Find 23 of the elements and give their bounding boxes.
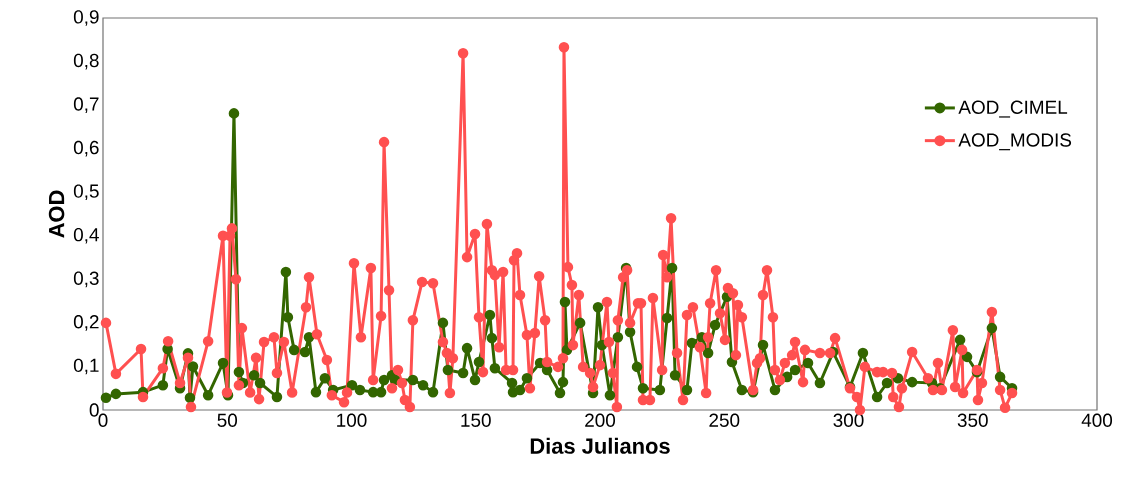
x-tick-label: 300	[833, 413, 864, 427]
x-tick-label: 50	[217, 413, 238, 427]
x-tick-label: 350	[957, 413, 988, 427]
y-tick-label: 0,6	[73, 140, 99, 157]
y-tick-label: 0,9	[73, 10, 99, 26]
y-tick-label: 0,5	[73, 184, 99, 201]
x-tick-label: 250	[709, 413, 740, 427]
x-tick-label: 100	[337, 413, 367, 427]
y-tick-label: 0,7	[73, 97, 99, 113]
y-tick-label: 0,2	[73, 315, 99, 331]
x-axis-title: Dias Julianos	[530, 437, 670, 454]
x-tick-label: 400	[1081, 413, 1113, 427]
x-tick-label: 150	[461, 413, 491, 427]
y-tick-label: 0,3	[73, 271, 99, 288]
y-tick-label: 0,4	[73, 227, 99, 244]
y-axis-title: AOD	[48, 190, 65, 238]
legend-label: AOD_MODIS	[958, 133, 1072, 151]
y-tick-label: 0,8	[73, 53, 99, 70]
x-tick-label: 0	[98, 413, 108, 427]
x-tick-label: 200	[585, 413, 616, 427]
legend-label: AOD_CIMEL	[958, 100, 1068, 118]
y-tick-label: 0,1	[73, 358, 99, 375]
y-tick-label: 0	[89, 403, 99, 417]
